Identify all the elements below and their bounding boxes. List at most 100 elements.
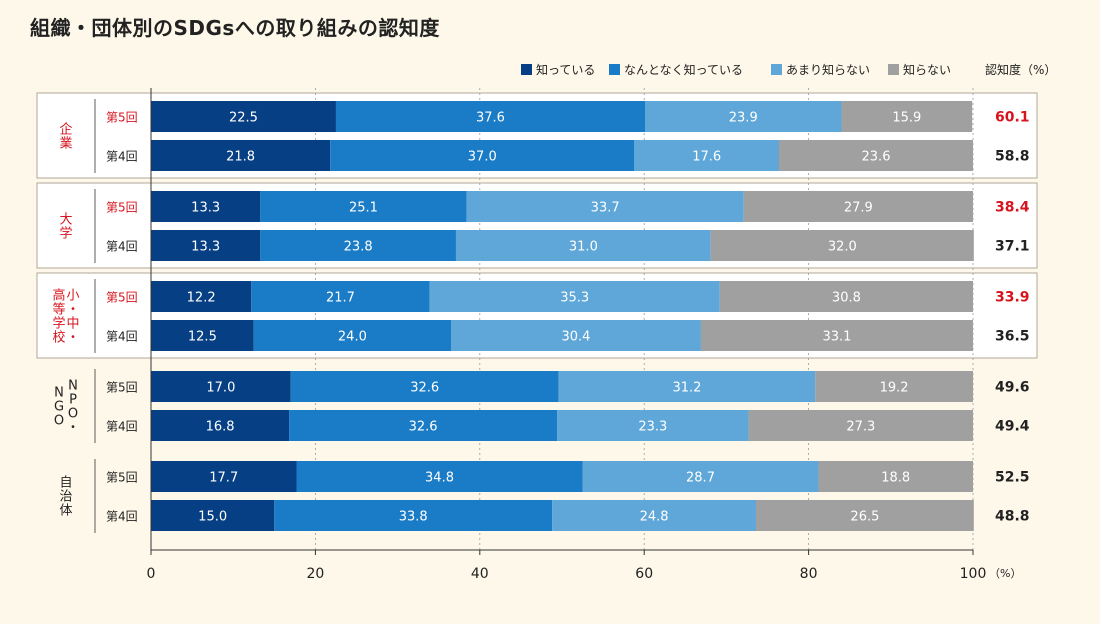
bar-value-label: 33.8 — [399, 510, 428, 525]
group-name-char: 校 — [52, 330, 65, 346]
bar-value-label: 17.0 — [206, 381, 235, 396]
bar-segment — [634, 140, 780, 171]
bar-segment — [815, 371, 973, 402]
bar-segment — [274, 500, 553, 531]
legend-label: あまり知らない — [786, 63, 870, 77]
bar-segment — [719, 281, 973, 312]
bar-segment — [455, 230, 711, 261]
bar-segment — [451, 320, 701, 351]
bar-segment — [335, 101, 646, 132]
bar-value-label: 26.5 — [850, 510, 879, 525]
group-name-char: 等 — [52, 302, 65, 318]
round-label: 第4回 — [106, 420, 138, 434]
group-name-char: ・ — [66, 331, 79, 346]
group-name-char: 高 — [52, 288, 65, 304]
x-tick-label: 100 — [960, 566, 987, 582]
group-name-char: ・ — [66, 421, 79, 436]
group-name-char: ・ — [66, 303, 79, 318]
bar-segment — [151, 101, 336, 132]
awareness-value: 58.8 — [995, 149, 1030, 165]
legend-swatch — [771, 64, 782, 75]
round-label: 第5回 — [106, 291, 138, 305]
round-label: 第5回 — [106, 471, 138, 485]
awareness-header: 認知度（%） — [985, 62, 1056, 77]
bar-value-label: 22.5 — [229, 111, 258, 126]
bar-value-label: 35.3 — [560, 291, 589, 306]
legend-swatch — [609, 64, 620, 75]
round-label: 第4回 — [106, 240, 138, 254]
bar-value-label: 24.0 — [338, 330, 367, 345]
group-name-char: N — [68, 379, 78, 394]
bar-segment — [251, 281, 430, 312]
bar-segment — [466, 191, 744, 222]
awareness-value: 36.5 — [995, 329, 1030, 345]
awareness-value: 49.6 — [995, 380, 1030, 396]
legend-label: 知らない — [903, 63, 951, 77]
bar-segment — [151, 320, 254, 351]
bar-value-label: 28.7 — [686, 471, 715, 486]
bar-value-label: 12.2 — [187, 291, 216, 306]
x-tick-label: 20 — [306, 566, 324, 582]
x-unit-label: （%） — [989, 567, 1021, 580]
awareness-value: 60.1 — [995, 110, 1030, 126]
bar-value-label: 37.0 — [468, 150, 497, 165]
chart-title: 組織・団体別のSDGsへの取り組みの認知度 — [30, 16, 440, 40]
bar-value-label: 18.8 — [881, 471, 910, 486]
awareness-value: 48.8 — [995, 509, 1030, 525]
group-name: NPO・ NGO — [54, 379, 80, 436]
bar-segment — [582, 461, 819, 492]
bar-value-label: 31.0 — [569, 240, 598, 255]
awareness-value: 37.1 — [995, 239, 1030, 255]
bar-segment — [151, 410, 290, 441]
group-name-char: G — [54, 400, 64, 415]
bar-segment — [841, 101, 973, 132]
bar-value-label: 32.0 — [828, 240, 857, 255]
bar-value-label: 30.8 — [832, 291, 861, 306]
bar-value-label: 30.4 — [561, 330, 590, 345]
bar-segment — [151, 500, 275, 531]
bar-segment — [743, 191, 973, 222]
bar-segment — [289, 410, 558, 441]
bar-segment — [700, 320, 973, 351]
bar-segment — [260, 230, 456, 261]
group-name-char: 治 — [59, 490, 72, 505]
bar-value-label: 32.6 — [410, 381, 439, 396]
bar-value-label: 17.6 — [692, 150, 721, 165]
bar-value-label: 13.3 — [191, 201, 220, 216]
bar-value-label: 21.8 — [226, 150, 255, 165]
legend-label: なんとなく知っている — [624, 63, 743, 77]
bar-segment — [253, 320, 452, 351]
group-name-char: 大 — [59, 213, 72, 228]
group-name-char: 中 — [66, 317, 79, 332]
group-name-char: N — [54, 386, 64, 401]
x-tick-label: 40 — [471, 566, 489, 582]
bar-value-label: 19.2 — [880, 381, 909, 396]
group-name: 大学 — [59, 213, 72, 242]
group-name-char: 業 — [59, 136, 72, 152]
bar-segment — [151, 191, 261, 222]
bar-segment — [710, 230, 974, 261]
awareness-value: 38.4 — [995, 200, 1030, 216]
bar-segment — [151, 281, 252, 312]
bar-value-label: 24.8 — [640, 510, 669, 525]
bar-value-label: 16.8 — [206, 420, 235, 435]
group-name: 企業 — [59, 122, 72, 152]
x-tick-label: 60 — [635, 566, 653, 582]
group-name-char: 体 — [59, 504, 72, 519]
bar-segment — [260, 191, 467, 222]
awareness-value: 52.5 — [995, 470, 1030, 486]
round-label: 第5回 — [106, 201, 138, 215]
bar-segment — [151, 230, 261, 261]
bar-segment — [557, 410, 749, 441]
bar-value-label: 21.7 — [326, 291, 355, 306]
round-label: 第4回 — [106, 150, 138, 164]
bar-segment — [151, 140, 331, 171]
group-name-char: P — [69, 393, 77, 408]
bar-value-label: 27.9 — [844, 201, 873, 216]
bar-segment — [151, 461, 297, 492]
bar-segment — [429, 281, 720, 312]
bar-segment — [645, 101, 842, 132]
round-label: 第4回 — [106, 510, 138, 524]
